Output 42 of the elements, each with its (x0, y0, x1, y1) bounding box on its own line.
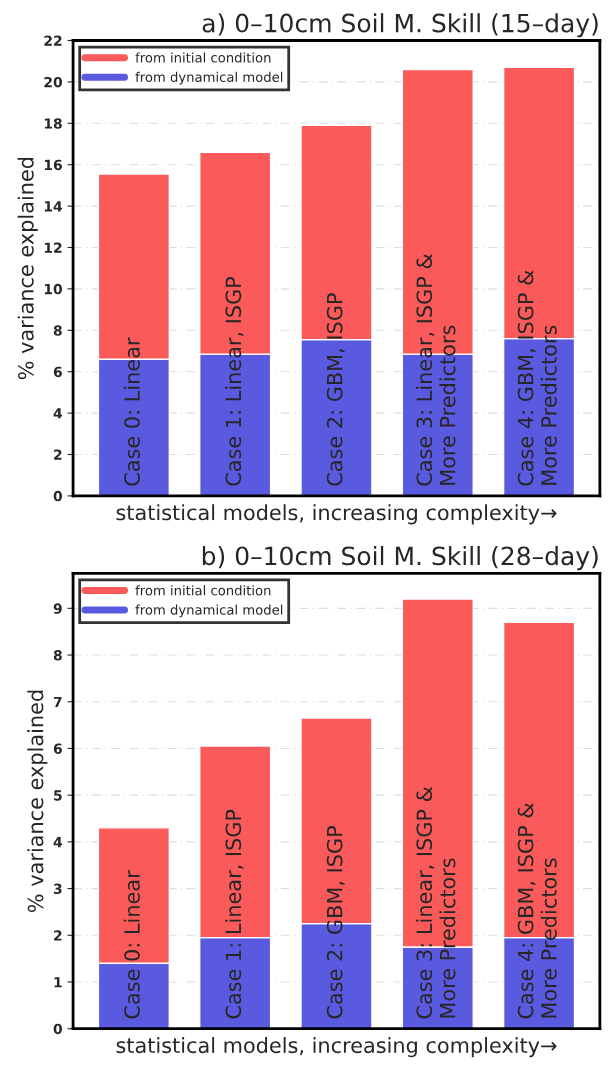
y-tick-label: 6 (53, 366, 62, 378)
legend-label: from dynamical model (135, 604, 283, 618)
x-axis-title: statistical models, increasing complexity→ (116, 1037, 557, 1058)
x-tick-label: Case 3: Linear, ISGP & More Predictors (416, 253, 456, 486)
y-tick-label: 8 (53, 325, 62, 336)
y-tick-label: 6 (53, 743, 62, 754)
y-tick-label: 2 (54, 930, 62, 941)
y-tick-label: 4 (53, 837, 63, 848)
y-tick-label: 22 (44, 35, 62, 46)
y-tick-label: 10 (44, 283, 62, 295)
y-tick-label: 1 (54, 977, 62, 988)
x-axis-title: statistical models, increasing complexity→ (116, 504, 557, 525)
chart-title: b) 0–10cm Soil M. Skill (28–day) (202, 545, 598, 571)
y-tick-label: 16 (44, 159, 62, 171)
legend-label: from dynamical model (135, 71, 283, 85)
y-tick-label: 0 (53, 490, 62, 502)
y-tick-label: 7 (53, 696, 62, 708)
y-axis-title: % variance explained (17, 157, 38, 380)
y-tick-label: 2 (54, 449, 62, 460)
x-tick-label: Case 4: GBM, ISGP & More Predictors (517, 270, 557, 486)
x-tick-label: Case 1: Linear, ISGP (225, 276, 244, 486)
legend-label: from initial condition (135, 585, 271, 596)
y-tick-label: 0 (53, 1023, 62, 1035)
x-tick-label: Case 2: GBM, ISGP (326, 293, 345, 486)
legend-label: from initial condition (135, 52, 271, 63)
x-tick-label: Case 0: Linear (123, 870, 140, 1019)
y-tick-label: 5 (54, 790, 62, 801)
y-tick-label: 20 (44, 76, 62, 88)
x-tick-label: Case 0: Linear (123, 337, 140, 486)
y-tick-label: 4 (53, 408, 63, 419)
x-tick-label: Case 2: GBM, ISGP (326, 826, 345, 1019)
y-axis-title: % variance explained (27, 690, 48, 913)
y-tick-label: 14 (44, 201, 63, 212)
y-tick-label: 8 (53, 650, 62, 661)
y-tick-label: 18 (44, 118, 62, 129)
x-tick-label: Case 3: Linear, ISGP & More Predictors (416, 786, 456, 1019)
y-tick-label: 3 (53, 883, 62, 895)
x-tick-label: Case 1: Linear, ISGP (225, 809, 244, 1019)
x-tick-label: Case 4: GBM, ISGP & More Predictors (517, 803, 557, 1019)
y-tick-label: 9 (53, 603, 62, 614)
chart-title: a) 0–10cm Soil M. Skill (15–day) (202, 13, 598, 38)
y-tick-label: 12 (44, 242, 62, 253)
